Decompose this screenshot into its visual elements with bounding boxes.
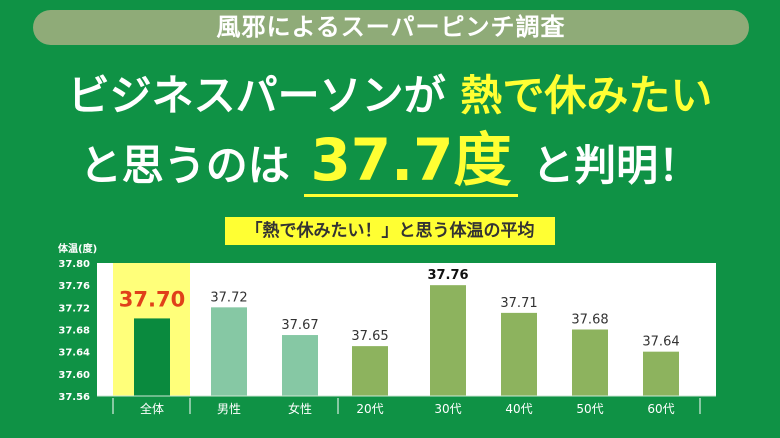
chart-title: 「熱で休みたい！」と思う体温の平均 (225, 217, 555, 245)
bar-50代 (572, 329, 608, 396)
headline-highlight: 熱で休みたい (460, 71, 713, 120)
bar-女性 (282, 335, 318, 396)
headline-text: と思うのは (79, 141, 290, 190)
x-tick-label: 女性 (288, 401, 312, 416)
y-tick-label: 37.64 (58, 348, 90, 359)
x-tick-label: 40代 (505, 402, 532, 416)
data-label: 37.67 (281, 318, 318, 333)
x-tick-label: 男性 (217, 402, 241, 416)
headline-temperature: 37.7度 (304, 126, 518, 197)
x-tick-label: 30代 (434, 402, 461, 416)
x-tick-label: 全体 (140, 401, 164, 416)
x-tick-label: 60代 (647, 402, 674, 416)
y-tick-label: 37.80 (58, 259, 90, 270)
data-label: 37.64 (642, 335, 679, 350)
bar-60代 (643, 351, 679, 396)
bar-男性 (211, 307, 247, 396)
bar-20代 (352, 346, 388, 396)
data-label: 37.68 (571, 313, 608, 328)
survey-banner: 風邪によるスーパーピンチ調査 (33, 10, 749, 45)
y-tick-label: 37.76 (58, 281, 90, 292)
bar-40代 (501, 312, 537, 396)
y-tick-label: 37.60 (58, 370, 90, 381)
x-tick-label: 50代 (576, 402, 603, 416)
y-tick-label: 37.56 (58, 392, 90, 403)
bar-30代 (430, 285, 466, 396)
headline-text: ビジネスパーソンが (67, 71, 446, 120)
y-tick-label: 37.68 (58, 326, 90, 337)
plot-area (97, 263, 716, 396)
y-tick-label: 37.72 (58, 303, 90, 314)
data-label: 37.72 (210, 290, 247, 305)
x-tick-label: 20代 (356, 402, 383, 416)
headline-line-2: と思うのは 37.7度 と判明！ (0, 126, 780, 198)
headline-text: と判明！ (532, 141, 701, 190)
y-axis-label: 体温(度) (58, 244, 98, 255)
headline-line-1: ビジネスパーソンが 熱で休みたい (0, 66, 780, 126)
data-label: 37.76 (427, 268, 468, 283)
data-label: 37.70 (119, 287, 185, 311)
data-label: 37.71 (500, 296, 537, 311)
bar-全体 (134, 318, 170, 396)
data-label: 37.65 (351, 329, 388, 344)
